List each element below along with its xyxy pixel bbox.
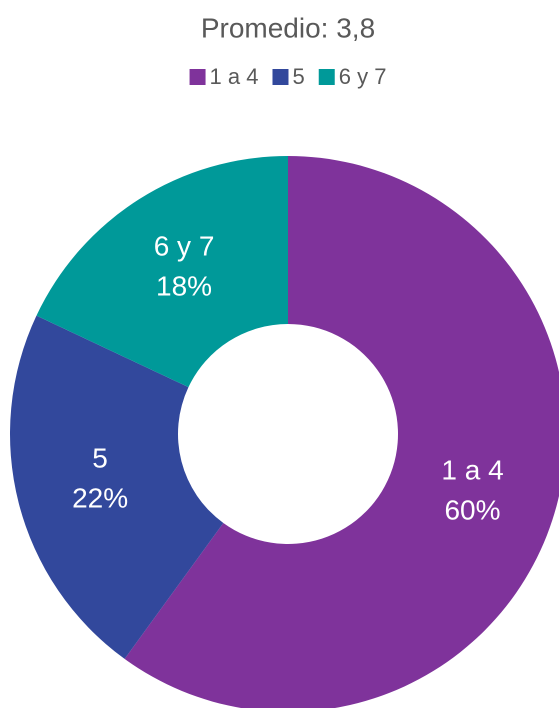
legend-label: 6 y 7 (339, 64, 387, 89)
slice-value-label: 22% (72, 483, 128, 514)
slice-category-label: 1 a 4 (441, 454, 503, 485)
legend-label: 1 a 4 (210, 64, 259, 89)
donut-slice (36, 155, 288, 388)
legend-swatch (189, 69, 206, 85)
slice-category-label: 5 (92, 443, 108, 474)
legend: 1 a 4 5 6 y 7 (189, 64, 387, 89)
slice-value-label: 18% (156, 271, 212, 302)
slice-value-label: 60% (444, 494, 500, 525)
slice-category-label: 6 y 7 (154, 231, 215, 262)
legend-swatch (318, 69, 335, 85)
donut-slice (9, 315, 224, 659)
chart-title: Promedio: 3,8 (201, 12, 375, 43)
legend-swatch (272, 69, 289, 85)
legend-label: 5 (292, 64, 304, 89)
donut-slice (124, 156, 559, 708)
